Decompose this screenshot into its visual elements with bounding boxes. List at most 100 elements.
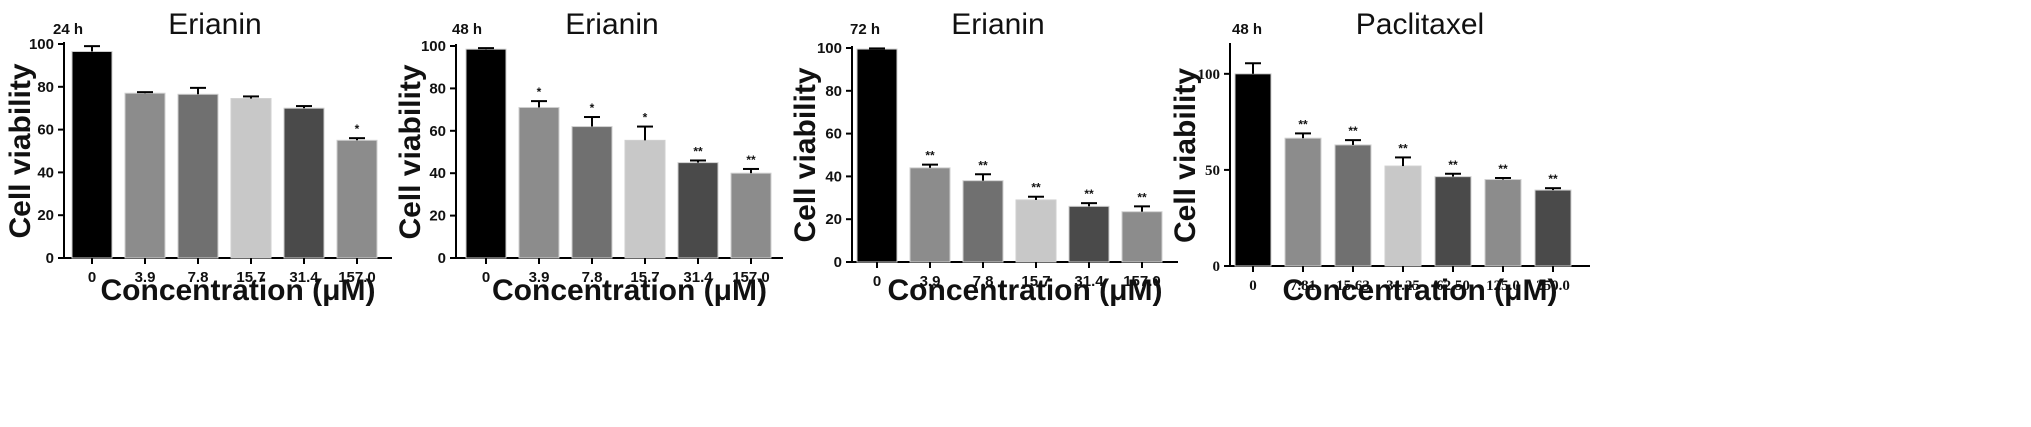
significance-marker: ** [1498, 162, 1508, 176]
y-tick-label: 50 [1205, 163, 1220, 179]
x-tick-label: 62.50 [1436, 278, 1470, 294]
x-tick-label: 3.9 [529, 269, 550, 286]
x-tick-label: 250.0 [1536, 278, 1570, 294]
significance-marker: ** [1031, 181, 1041, 195]
x-tick-label: 15.7 [630, 269, 659, 286]
x-tick-label: 7.8 [188, 269, 209, 286]
x-tick-label: 3.9 [920, 273, 941, 290]
chart-panel-3: Erianin 72 h 0 20 40 60 80 100 0 ** 3.9 ** 7.8 ** 15.7… [789, 8, 1178, 307]
chart-title: Erianin [168, 8, 261, 41]
bar [518, 106, 560, 259]
y-tick-label: 20 [429, 208, 446, 225]
bar [1384, 165, 1422, 267]
y-tick-label: 0 [438, 250, 446, 267]
chart-title: Erianin [951, 8, 1044, 41]
bar [1121, 211, 1163, 263]
significance-marker: * [643, 111, 648, 125]
significance-marker: ** [1298, 117, 1308, 131]
x-axis-title: Concentration (μM) [492, 274, 767, 307]
x-axis-title: Concentration (μM) [888, 274, 1163, 307]
bar [1484, 179, 1522, 267]
x-tick-label: 125.0 [1486, 278, 1520, 294]
y-tick-label: 0 [1213, 259, 1221, 275]
bar [856, 48, 898, 263]
bar [571, 126, 613, 259]
bar [124, 92, 166, 259]
significance-marker: ** [1084, 187, 1094, 201]
bar [909, 167, 951, 263]
chart-title: Paclitaxel [1356, 8, 1484, 41]
bar [624, 139, 666, 259]
time-point-label: 48 h [452, 21, 482, 38]
significance-marker: ** [978, 158, 988, 172]
bar [230, 98, 272, 259]
y-tick-label: 80 [429, 80, 446, 97]
y-tick-label: 100 [421, 38, 446, 55]
bar [962, 180, 1004, 263]
significance-marker: * [537, 85, 542, 99]
x-tick-label: 157.0 [338, 269, 376, 286]
x-tick-label: 0 [873, 273, 881, 290]
x-tick-label: 0 [1249, 278, 1257, 294]
significance-marker: ** [746, 153, 756, 167]
y-tick-label: 100 [817, 40, 842, 57]
time-point-label: 48 h [1232, 21, 1262, 38]
x-tick-label: 15.7 [1021, 273, 1050, 290]
y-tick-label: 80 [825, 83, 842, 100]
y-tick-label: 100 [1198, 67, 1221, 83]
y-tick-label: 20 [37, 207, 54, 224]
bar [677, 162, 719, 259]
significance-marker: ** [1448, 158, 1458, 172]
y-tick-label: 40 [825, 168, 842, 185]
y-tick-label: 60 [429, 123, 446, 140]
significance-marker: ** [1137, 190, 1147, 204]
bar [1068, 205, 1110, 263]
time-point-label: 72 h [850, 21, 880, 38]
x-tick-label: 31.4 [1074, 273, 1104, 290]
significance-marker: ** [1548, 172, 1558, 186]
time-point-label: 24 h [53, 21, 83, 38]
bar [1284, 137, 1322, 267]
y-tick-label: 20 [825, 211, 842, 228]
y-tick-label: 60 [37, 122, 54, 139]
bar [283, 107, 325, 259]
x-tick-label: 3.9 [135, 269, 156, 286]
y-axis-title: Cell viability [789, 67, 822, 242]
bar [1334, 144, 1372, 267]
significance-marker: ** [925, 149, 935, 163]
bar [177, 93, 219, 259]
x-tick-label: 0 [482, 269, 490, 286]
x-tick-label: 0 [88, 269, 96, 286]
y-tick-label: 0 [834, 254, 842, 271]
x-tick-label: 15.63 [1336, 278, 1370, 294]
chart-panel-4: Paclitaxel 48 h 0 50 100 0 ** 7.81 ** 15.63 ** 31.2… [1169, 8, 1590, 307]
x-tick-label: 15.7 [236, 269, 265, 286]
bar [336, 139, 378, 259]
bar [1234, 73, 1272, 267]
significance-marker: * [355, 122, 360, 136]
y-tick-label: 40 [37, 164, 54, 181]
x-axis-title: Concentration (μM) [101, 274, 376, 307]
x-tick-label: 31.4 [289, 269, 319, 286]
chart-panel-1: Erianin 24 h 0 20 40 60 80 100 0 3.9 7.8 15.7 31.4 * 1… [4, 8, 392, 307]
significance-marker: ** [693, 144, 703, 158]
y-tick-label: 80 [37, 79, 54, 96]
bar [465, 48, 507, 259]
bar [1434, 176, 1472, 267]
bar [71, 50, 113, 259]
y-tick-label: 100 [29, 36, 54, 53]
bar [1534, 189, 1572, 267]
chart-panel-2: Erianin 48 h 0 20 40 60 80 100 0 * 3.9 * 7.8 * 15.7 ** 3… [394, 8, 783, 307]
x-tick-label: 31.4 [683, 269, 713, 286]
significance-marker: ** [1398, 141, 1408, 155]
y-tick-label: 60 [825, 126, 842, 143]
x-axis-title: Concentration (μM) [1283, 274, 1558, 307]
y-tick-label: 40 [429, 165, 446, 182]
chart-title: Erianin [565, 8, 658, 41]
x-tick-label: 7.8 [973, 273, 994, 290]
x-tick-label: 7.8 [582, 269, 603, 286]
significance-marker: * [590, 101, 595, 115]
bar [1015, 199, 1057, 263]
y-tick-label: 0 [46, 250, 54, 267]
